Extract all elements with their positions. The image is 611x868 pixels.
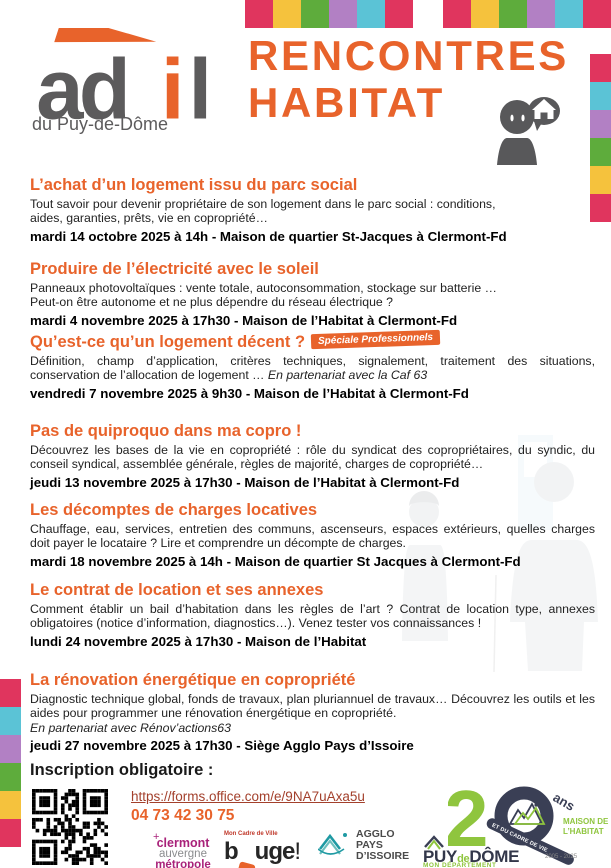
svg-text:L’HABITAT: L’HABITAT: [563, 827, 604, 836]
svg-text:2: 2: [448, 778, 489, 863]
svg-text:MAISON DE: MAISON DE: [563, 817, 609, 826]
svg-text:2005 - 2025: 2005 - 2025: [545, 854, 578, 860]
svg-text:ans: ans: [551, 790, 578, 814]
svg-text:l: l: [189, 41, 213, 134]
